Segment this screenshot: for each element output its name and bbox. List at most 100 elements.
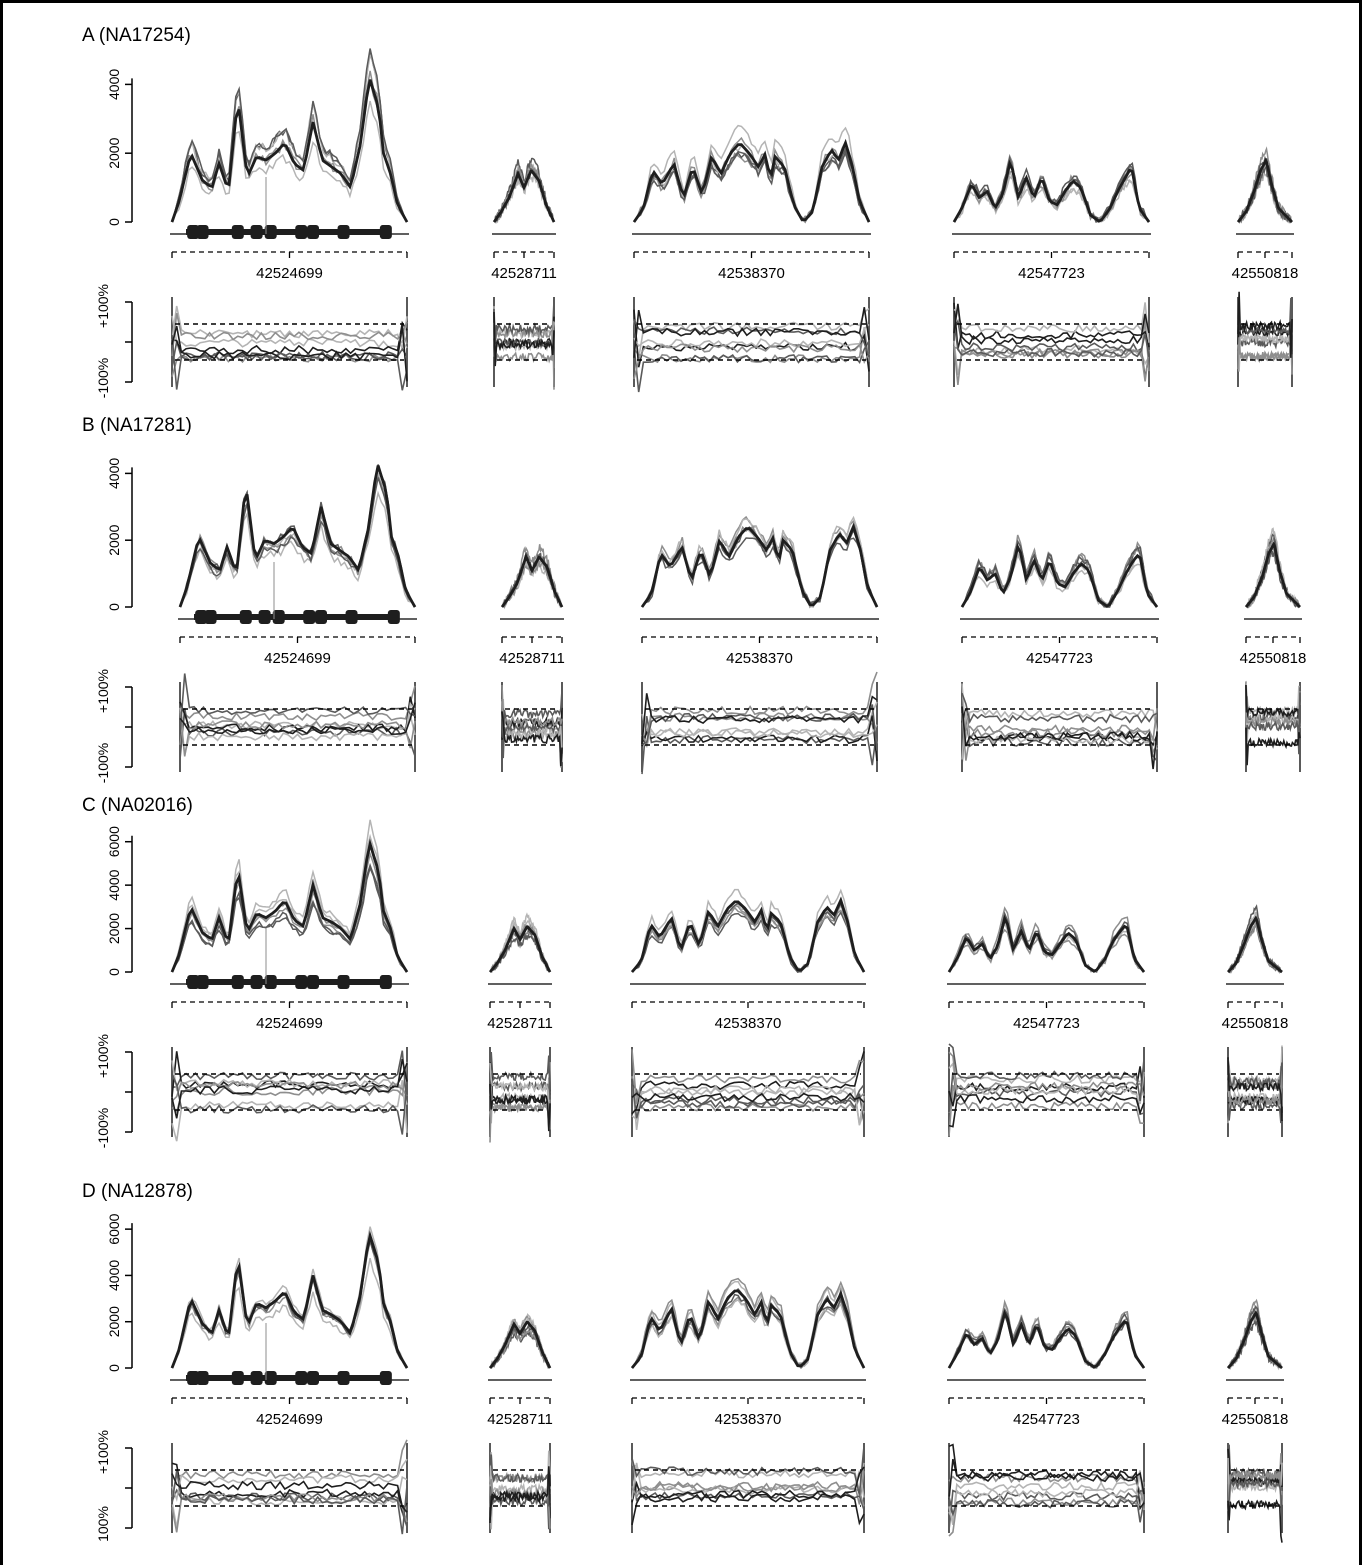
- coverage-y-tick-label: 0: [106, 968, 122, 976]
- ratio-sample-line: [641, 724, 878, 748]
- panel-title: A (NA17254): [82, 25, 191, 46]
- exon-marker: [387, 610, 400, 624]
- ratio-sample-line: [171, 1073, 408, 1135]
- panel-title: C (NA02016): [82, 795, 193, 816]
- ratio-plot: [1245, 680, 1301, 772]
- ratio-sample-line: [493, 327, 555, 369]
- ratio-plot: [1237, 291, 1293, 387]
- coverage-sample-line: [171, 48, 408, 223]
- ratio-sample-line: [171, 1080, 408, 1102]
- ratio-sample-line: [501, 684, 563, 728]
- ratio-sample-line: [1237, 329, 1293, 375]
- coverage-mean-line: [960, 543, 1159, 608]
- region-42524699: 42524699: [170, 48, 409, 391]
- exon-marker: [337, 1371, 350, 1385]
- ratio-sample-line: [171, 1061, 408, 1114]
- ratio-sample-line: [489, 1083, 551, 1132]
- coverage-y-tick-label: 4000: [106, 869, 122, 900]
- ratio-sample-line: [171, 1080, 408, 1142]
- exon-marker: [295, 975, 308, 989]
- coverage-y-tick-label: 2000: [106, 524, 122, 555]
- ratio-sample-line: [171, 335, 408, 390]
- coverage-sample-line: [633, 144, 870, 224]
- ratio-sample-line: [501, 701, 563, 762]
- ratio-plot: [631, 1047, 865, 1137]
- region-42538370: 42538370: [630, 1277, 866, 1533]
- coverage-mean-line: [1236, 157, 1293, 223]
- ratio-sample-line: [631, 1051, 865, 1115]
- coverage-mean-line: [500, 553, 564, 608]
- coverage-y-tick-label: 0: [106, 218, 122, 226]
- region-position-label: 42524699: [256, 1411, 323, 1428]
- ratio-sample-line: [953, 321, 1150, 358]
- ratio-sample-line: [631, 1482, 865, 1507]
- coverage-mean-line: [170, 838, 409, 973]
- coverage-mean-line: [170, 1230, 409, 1369]
- coverage-y-tick-label: 4000: [106, 458, 122, 489]
- ratio-sample-line: [948, 1084, 1145, 1137]
- ratio-y-tick-label: -100%: [95, 743, 111, 783]
- coverage-y-tick-label: 2000: [106, 1306, 122, 1337]
- ratio-sample-line: [631, 1078, 865, 1119]
- region-position-label: 42550818: [1222, 1411, 1289, 1428]
- region-42547723: 42547723: [960, 534, 1159, 772]
- coverage-sample-line: [631, 906, 865, 974]
- ratio-y-tick-label: +100%: [95, 284, 111, 328]
- coverage-mean-line: [1226, 1310, 1283, 1370]
- ratio-sample-line: [493, 311, 555, 367]
- exon-marker: [303, 610, 316, 624]
- exon-marker: [272, 610, 285, 624]
- ratio-sample-line: [948, 1470, 1145, 1525]
- ratio-plot: [961, 682, 1158, 772]
- region-position-label: 42550818: [1222, 1015, 1289, 1032]
- ratio-sample-line: [489, 1474, 551, 1530]
- coverage-sample-line: [631, 1280, 865, 1369]
- ratio-sample-line: [641, 712, 878, 744]
- region-position-label: 42547723: [1013, 1015, 1080, 1032]
- ratio-sample-line: [171, 320, 408, 355]
- ratio-sample-line: [948, 1094, 1145, 1128]
- panel-b: B (NA17281) 0 2000 4000 42524699 +100% -100% 42…: [82, 415, 1306, 783]
- ratio-sample-line: [633, 323, 870, 349]
- ratio-sample-line: [489, 1062, 551, 1119]
- exon-marker: [264, 225, 277, 239]
- region-position-label: 42538370: [715, 1015, 782, 1032]
- region-42550818: 42550818: [1240, 527, 1307, 772]
- ratio-sample-line: [171, 1492, 408, 1533]
- coverage-y-tick-label: 0: [106, 603, 122, 611]
- ratio-plot: [948, 1043, 1145, 1137]
- coverage-y-tick-label: 2000: [106, 137, 122, 168]
- ratio-sample-line: [1227, 1088, 1283, 1124]
- coverage-mean-line: [1244, 540, 1301, 608]
- coverage-sample-line: [948, 928, 1145, 973]
- coverage-mean-line: [492, 169, 556, 223]
- coverage-sample-line: [171, 70, 408, 223]
- coverage-sample-line: [641, 537, 878, 608]
- exon-marker: [231, 975, 244, 989]
- region-position-label: 42547723: [1026, 650, 1093, 667]
- coverage-sample-line: [631, 1299, 865, 1369]
- region-position-label: 42550818: [1240, 650, 1307, 667]
- region-42528711: 42528711: [487, 912, 553, 1143]
- ratio-plot: [171, 297, 408, 391]
- coverage-sample-line: [633, 146, 870, 223]
- exon-marker: [345, 610, 358, 624]
- region-42547723: 42547723: [952, 153, 1151, 387]
- exon-marker: [264, 975, 277, 989]
- ratio-sample-line: [179, 702, 416, 755]
- ratio-sample-line: [501, 690, 563, 739]
- ratio-sample-line: [948, 1061, 1145, 1105]
- coverage-mean-line: [1227, 915, 1283, 974]
- region-42528711: 42528711: [499, 544, 565, 772]
- exon-marker: [307, 1371, 319, 1385]
- ratio-sample-line: [501, 707, 563, 740]
- ratio-sample-line: [948, 1490, 1145, 1518]
- exon-marker: [231, 225, 244, 239]
- region-42547723: 42547723: [947, 1299, 1146, 1537]
- coverage-sample-line: [171, 1258, 408, 1369]
- ratio-sample-line: [948, 1066, 1145, 1107]
- ratio-y-tick-label: 100%: [95, 1506, 111, 1542]
- exon-marker: [231, 1371, 244, 1385]
